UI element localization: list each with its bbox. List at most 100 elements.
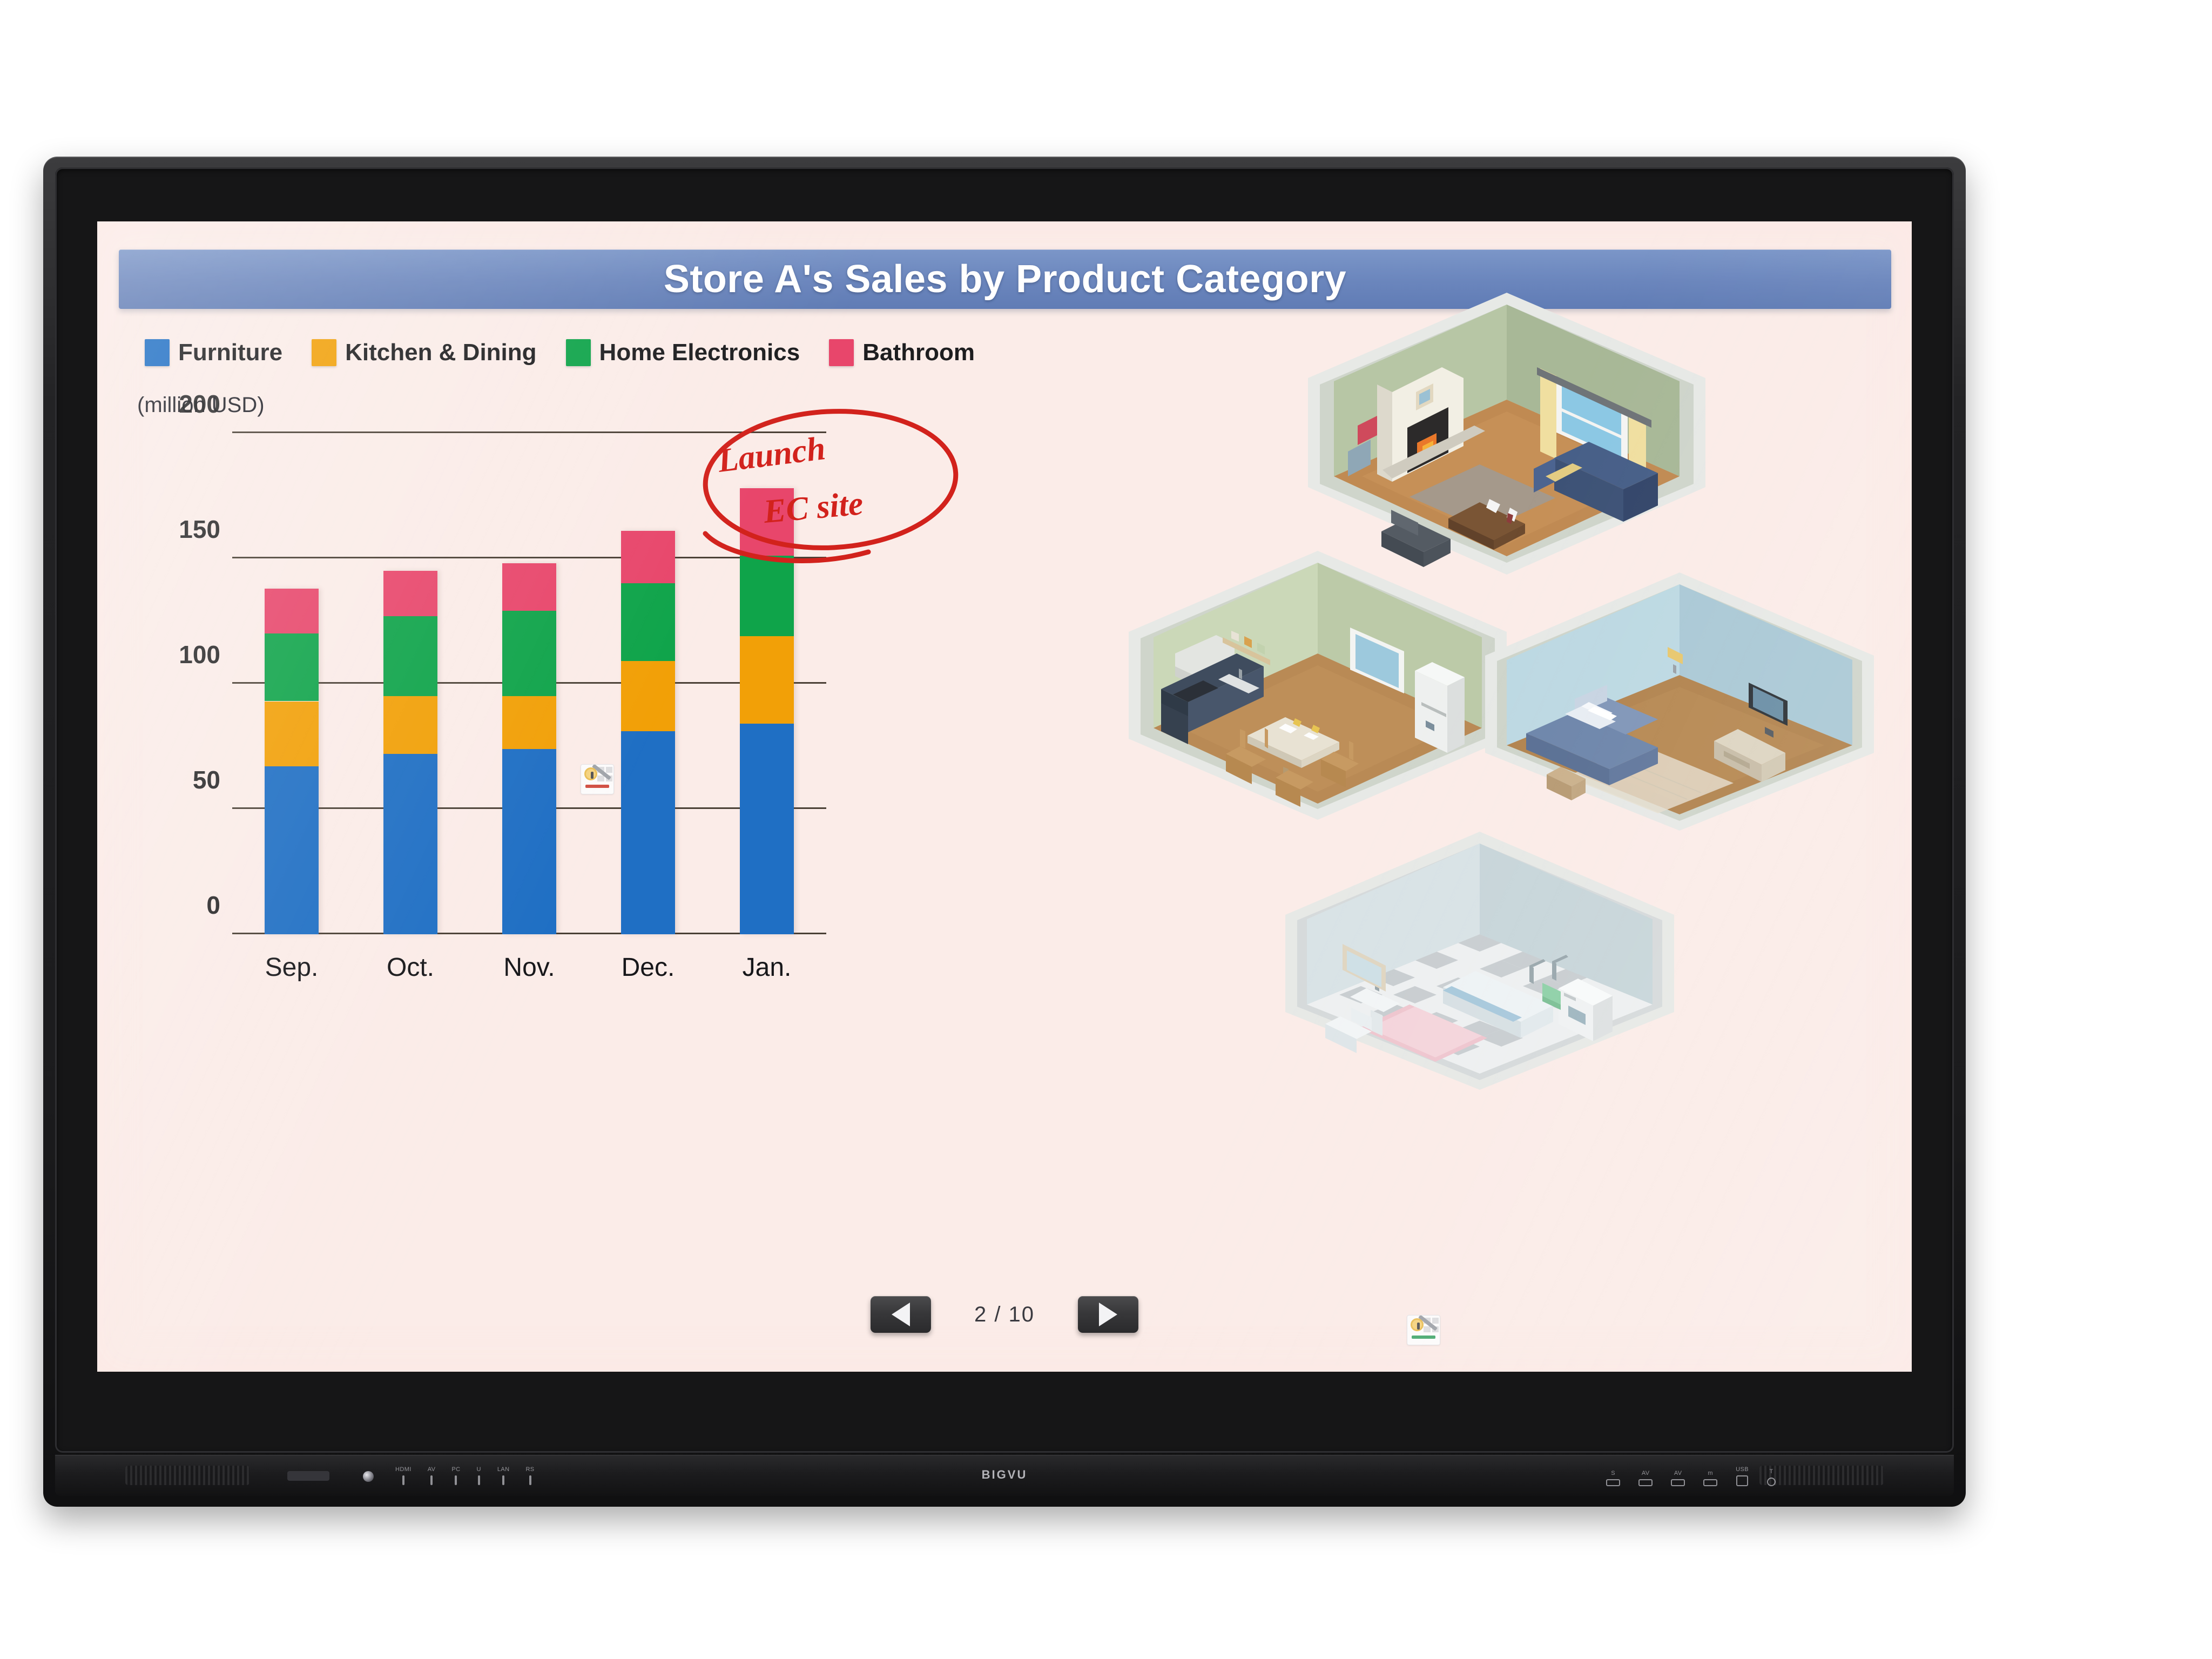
x-axis-tick-dec: Dec.	[621, 953, 675, 982]
bar-segment-kitchen-dining[interactable]	[621, 661, 675, 732]
x-axis-tick-nov: Nov.	[503, 953, 555, 982]
room-kitchen	[1123, 545, 1512, 864]
port-s-video[interactable]: S	[1606, 1471, 1621, 1486]
legend-label-home-electronics: Home Electronics	[599, 339, 800, 366]
bar-segment-home-electronics[interactable]	[383, 616, 437, 697]
bar-segment-home-electronics[interactable]	[502, 611, 556, 697]
chevron-right-icon	[1099, 1303, 1118, 1326]
port-label: USB	[1736, 1466, 1749, 1473]
slide-navigation: 2 / 10	[870, 1296, 1139, 1333]
port-icon	[529, 1475, 531, 1485]
legend-item-kitchen-dining[interactable]: Kitchen & Dining	[312, 339, 537, 366]
legend-label-furniture: Furniture	[178, 339, 283, 366]
bar-jan[interactable]: Jan.	[740, 488, 794, 982]
port-icon	[1638, 1479, 1653, 1486]
x-axis-tick-jan: Jan.	[742, 953, 792, 982]
port-pc[interactable]: PC	[451, 1467, 460, 1485]
room-illustrations	[1123, 286, 1896, 1301]
ir-receiver-window	[287, 1471, 329, 1481]
chart-legend: Furniture Kitchen & Dining Home Electron…	[145, 339, 975, 366]
legend-item-furniture[interactable]: Furniture	[145, 339, 282, 366]
room-living-room	[1301, 286, 1712, 621]
port-cluster-left: HDMI AV PC U LAN	[395, 1467, 535, 1485]
bar-segment-furniture[interactable]	[621, 731, 675, 934]
x-axis-tick-oct: Oct.	[386, 953, 434, 982]
bar-nov[interactable]: Nov.	[502, 563, 556, 982]
bar-segment-kitchen-dining[interactable]	[383, 696, 437, 754]
port-av[interactable]: AV	[428, 1467, 436, 1485]
port-usb-b[interactable]: USB	[1736, 1467, 1749, 1486]
gridline-200: 200	[179, 390, 826, 433]
bar-segment-bathroom[interactable]	[383, 571, 437, 616]
port-hdmi[interactable]: HDMI	[395, 1467, 412, 1485]
port-icon	[1736, 1475, 1749, 1486]
y-axis-tick-100: 100	[179, 640, 220, 669]
page-indicator: 2 / 10	[974, 1302, 1035, 1326]
legend-swatch-bathroom	[829, 339, 854, 366]
bar-segment-furniture[interactable]	[265, 766, 319, 934]
port-icon	[1703, 1479, 1718, 1486]
bar-segment-bathroom[interactable]	[265, 588, 319, 634]
port-label: AV	[1674, 1470, 1682, 1476]
bar-segment-kitchen-dining[interactable]	[740, 636, 794, 724]
chevron-left-icon	[891, 1303, 910, 1326]
bar-oct[interactable]: Oct.	[383, 571, 437, 982]
bar-segment-furniture[interactable]	[740, 724, 794, 934]
port-icon	[430, 1475, 433, 1485]
legend-label-kitchen-dining: Kitchen & Dining	[345, 339, 537, 366]
speaker-grill-right	[1759, 1466, 1884, 1485]
bar-segment-home-electronics[interactable]	[265, 633, 319, 702]
bar-dec[interactable]: Dec.	[621, 530, 675, 982]
bar-segment-furniture[interactable]	[383, 753, 437, 934]
bar-segment-home-electronics[interactable]	[621, 583, 675, 662]
port-antenna[interactable]: T	[1767, 1469, 1776, 1486]
port-label: AV	[1641, 1470, 1650, 1476]
port-label: PC	[451, 1466, 461, 1473]
display-screen[interactable]: Store A's Sales by Product Category Furn…	[97, 221, 1912, 1372]
legend-swatch-furniture	[145, 339, 170, 366]
port-icon	[1606, 1479, 1621, 1486]
y-axis-unit-label: (million USD)	[137, 393, 265, 417]
port-icon	[1767, 1478, 1776, 1486]
y-axis-tick-150: 150	[179, 515, 220, 543]
port-icon	[455, 1475, 457, 1485]
port-icon	[402, 1475, 404, 1485]
port-label: AV	[427, 1466, 436, 1473]
brand-logo: BIGVU	[981, 1468, 1028, 1481]
room-bathroom	[1280, 826, 1680, 1129]
presentation-slide: Store A's Sales by Product Category Furn…	[97, 221, 1912, 1372]
port-rs232[interactable]: RS	[525, 1467, 534, 1485]
next-slide-button[interactable]	[1078, 1296, 1139, 1333]
port-label: HDMI	[395, 1466, 412, 1473]
legend-item-home-electronics[interactable]: Home Electronics	[565, 339, 800, 366]
legend-swatch-kitchen-dining	[312, 339, 337, 366]
bar-segment-kitchen-dining[interactable]	[265, 701, 319, 767]
power-led-indicator[interactable]	[363, 1471, 374, 1482]
port-av-out[interactable]: AV	[1671, 1471, 1685, 1486]
x-axis-tick-sep: Sep.	[265, 953, 319, 982]
bar-segment-furniture[interactable]	[502, 748, 556, 934]
port-usb[interactable]: U	[476, 1467, 481, 1485]
port-mic[interactable]: m	[1703, 1471, 1718, 1486]
slide-title-bar: Store A's Sales by Product Category	[119, 249, 1891, 309]
page-title: Store A's Sales by Product Category	[663, 258, 1347, 301]
legend-item-bathroom[interactable]: Bathroom	[829, 339, 975, 366]
bar-segment-bathroom[interactable]	[740, 488, 794, 556]
bar-segment-bathroom[interactable]	[502, 563, 556, 611]
port-lan[interactable]: LAN	[497, 1467, 510, 1485]
annotation-tool-icon-2	[1407, 1315, 1440, 1345]
bar-segment-home-electronics[interactable]	[740, 556, 794, 636]
port-icon	[477, 1475, 480, 1485]
bar-segment-kitchen-dining[interactable]	[502, 696, 556, 749]
port-cluster-right: S AV AV m USB	[1606, 1467, 1776, 1486]
port-av-in[interactable]: AV	[1638, 1471, 1653, 1486]
port-icon	[1671, 1479, 1685, 1486]
bar-sep[interactable]: Sep.	[265, 588, 319, 982]
bar-segment-bathroom[interactable]	[621, 530, 675, 584]
port-label: RS	[525, 1466, 535, 1473]
interactive-display-frame: Store A's Sales by Product Category Furn…	[43, 157, 1966, 1507]
legend-label-bathroom: Bathroom	[862, 339, 975, 366]
gridline-150: 150	[179, 515, 826, 558]
prev-slide-button[interactable]	[870, 1296, 931, 1333]
